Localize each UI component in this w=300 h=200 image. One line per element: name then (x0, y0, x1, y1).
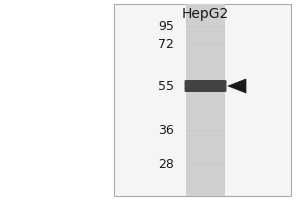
Bar (186, 4, 225, 196)
Polygon shape (228, 79, 246, 93)
Text: 36: 36 (158, 123, 174, 136)
Text: 55: 55 (158, 80, 174, 92)
FancyBboxPatch shape (184, 80, 226, 92)
Text: 28: 28 (158, 158, 174, 170)
Text: 95: 95 (158, 20, 174, 32)
Text: 72: 72 (158, 38, 174, 50)
Bar (114, 4, 291, 196)
Text: HepG2: HepG2 (182, 7, 229, 21)
